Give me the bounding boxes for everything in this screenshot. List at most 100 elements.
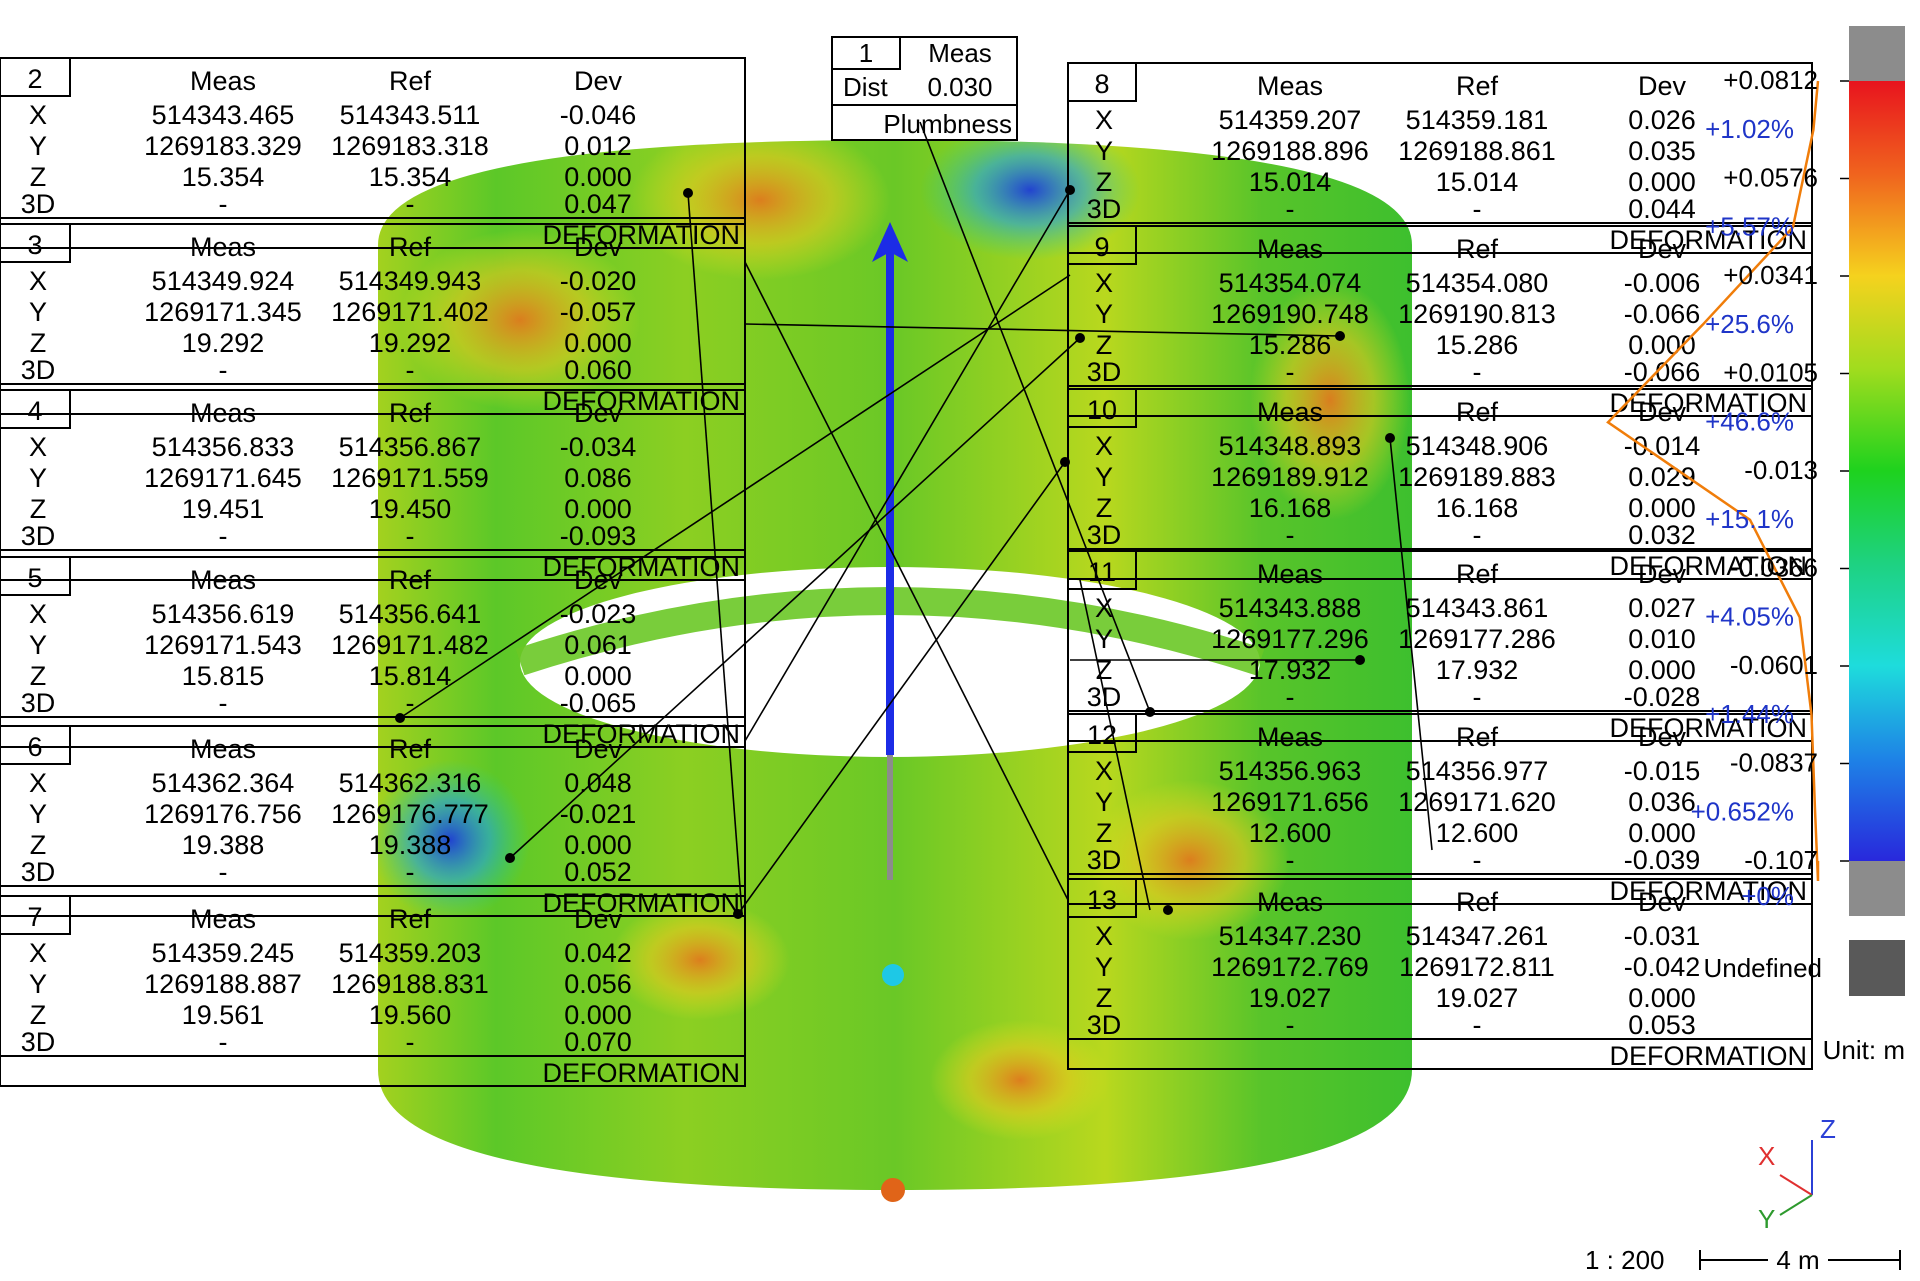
table-id: 13 (1087, 885, 1117, 915)
table-cell: -0.065 (560, 688, 637, 718)
scale-tick-label: +0.0576 (1723, 163, 1818, 193)
row-label: 3D (1087, 682, 1122, 712)
table-cell: -0.031 (1624, 921, 1701, 951)
table-cell: 1269189.883 (1398, 462, 1556, 492)
row-label: 3D (21, 355, 56, 385)
table-cell: 1269183.329 (144, 131, 302, 161)
column-header-dev: Dev (1638, 397, 1687, 427)
measurement-table[interactable]: 9 Meas Ref Dev X 514354.074 514354.080 -0.006 Y 1… (1067, 225, 1813, 418)
column-header-ref: Ref (1456, 397, 1499, 427)
measurement-table[interactable]: 11 Meas Ref Dev X 514343.888 514343.861 0.027 Y 1… (1067, 550, 1813, 743)
table-cell: - (1286, 194, 1295, 224)
scale-percent-label: +1.44% (1705, 699, 1794, 729)
table-cell: -0.014 (1624, 431, 1701, 461)
column-header-dev: Dev (574, 565, 623, 595)
table-cell: 12.600 (1436, 818, 1519, 848)
table-cell: 1269188.896 (1211, 136, 1369, 166)
measurement-table[interactable]: 6 Meas Ref Dev X 514362.364 514362.316 0.048 Y 12… (0, 725, 746, 918)
measurement-table[interactable]: 12 Meas Ref Dev X 514356.963 514356.977 -0.015 Y… (1067, 713, 1813, 906)
table-id: 7 (27, 902, 42, 932)
plumbness-dist-value: 0.030 (927, 72, 992, 102)
measurement-table[interactable]: 13 Meas Ref Dev X 514347.230 514347.261 -0.031 Y… (1067, 878, 1813, 1071)
scale-bar: 1 : 200 4 m (1585, 1245, 1901, 1275)
table-cell: 0.000 (564, 328, 632, 358)
table-cell: -0.066 (1624, 299, 1701, 329)
column-header-meas: Meas (1257, 559, 1323, 589)
column-header-meas: Meas (190, 904, 256, 934)
table-cell: 1269190.813 (1398, 299, 1556, 329)
table-cell: -0.023 (560, 599, 637, 629)
table-cell: - (1286, 682, 1295, 712)
row-label: X (1095, 921, 1113, 951)
scale-percent-label: +1.02% (1705, 114, 1794, 144)
table-cell: 19.388 (182, 830, 265, 860)
table-cell: 0.070 (564, 1027, 632, 1057)
column-header-dev: Dev (1638, 234, 1687, 264)
scale-under-cap (1849, 861, 1905, 916)
table-cell: 17.932 (1249, 655, 1332, 685)
table-id: 9 (1094, 232, 1109, 262)
table-cell: - (1473, 682, 1482, 712)
table-cell: 15.354 (369, 162, 452, 192)
table-cell: -0.057 (560, 297, 637, 327)
row-label: Z (30, 1000, 47, 1030)
table-cell: 0.000 (564, 830, 632, 860)
table-id: 6 (27, 732, 42, 762)
table-cell: -0.028 (1624, 682, 1701, 712)
table-cell: 0.000 (1628, 818, 1696, 848)
column-header-ref: Ref (1456, 887, 1499, 917)
row-label: Y (29, 630, 47, 660)
table-cell: 1269190.748 (1211, 299, 1369, 329)
table-cell: - (406, 688, 415, 718)
table-id: 5 (27, 563, 42, 593)
color-scale: +0.0812 +1.02% +0.0576 +5.57% +0.0341 +25.6% +… (1606, 26, 1905, 1065)
column-header-meas: Meas (1257, 397, 1323, 427)
column-header-ref: Ref (1456, 71, 1499, 101)
scale-percent-label: +5.57% (1705, 211, 1794, 241)
column-header-meas: Meas (190, 398, 256, 428)
table-cell: -0.006 (1624, 268, 1701, 298)
table-cell: -0.015 (1624, 756, 1701, 786)
column-header-meas: Meas (1257, 71, 1323, 101)
axis-z-label: Z (1820, 1114, 1836, 1144)
measurement-table[interactable]: 3 Meas Ref Dev X 514349.924 514349.943 -0.020 Y 1… (0, 223, 746, 416)
measurement-table[interactable]: 10 Meas Ref Dev X 514348.893 514348.906 -0.014 Y… (1067, 388, 1813, 581)
table-cell: - (219, 1027, 228, 1057)
column-header-meas: Meas (190, 734, 256, 764)
table-cell: 0.036 (1628, 787, 1696, 817)
table-cell: - (406, 857, 415, 887)
table-cell: 0.000 (1628, 330, 1696, 360)
plumbness-box[interactable]: 1 Meas Dist 0.030 Plumbness (831, 36, 1018, 141)
table-cell: 514362.316 (339, 768, 482, 798)
table-cell: - (1473, 520, 1482, 550)
table-cell: 1269188.887 (144, 969, 302, 999)
plumbness-meas-label: Meas (928, 38, 992, 68)
table-cell: 19.451 (182, 494, 265, 524)
table-cell: -0.042 (1624, 952, 1701, 982)
table-cell: 514343.511 (340, 100, 481, 130)
table-cell: 15.815 (182, 661, 265, 691)
table-cell: 1269171.559 (331, 463, 489, 493)
row-label: Y (29, 969, 47, 999)
deformation-label: DEFORMATION (1610, 876, 1808, 906)
scale-tick-label: -0.013 (1744, 455, 1818, 485)
row-label: 3D (21, 857, 56, 887)
plumb-arrow-icon (872, 222, 908, 262)
measurement-table[interactable]: 5 Meas Ref Dev X 514356.619 514356.641 -0.023 Y 1… (0, 556, 746, 749)
column-header-ref: Ref (389, 904, 432, 934)
table-cell: 514359.245 (152, 938, 295, 968)
column-header-dev: Dev (574, 734, 623, 764)
table-cell: - (406, 189, 415, 219)
undefined-label: Undefined (1703, 953, 1822, 983)
table-cell: 514354.080 (1406, 268, 1549, 298)
column-header-ref: Ref (1456, 559, 1499, 589)
column-header-dev: Dev (574, 66, 623, 96)
table-cell: 19.560 (369, 1000, 452, 1030)
measurement-table[interactable]: 7 Meas Ref Dev X 514359.245 514359.203 0.042 Y 12… (0, 895, 746, 1088)
column-header-meas: Meas (1257, 887, 1323, 917)
deformation-label: DEFORMATION (1610, 1041, 1808, 1071)
measurement-table[interactable]: 8 Meas Ref Dev X 514359.207 514359.181 0.026 Y 12… (1067, 62, 1813, 255)
table-cell: 1269188.831 (331, 969, 489, 999)
table-cell: 1269171.620 (1398, 787, 1556, 817)
table-cell: - (219, 521, 228, 551)
